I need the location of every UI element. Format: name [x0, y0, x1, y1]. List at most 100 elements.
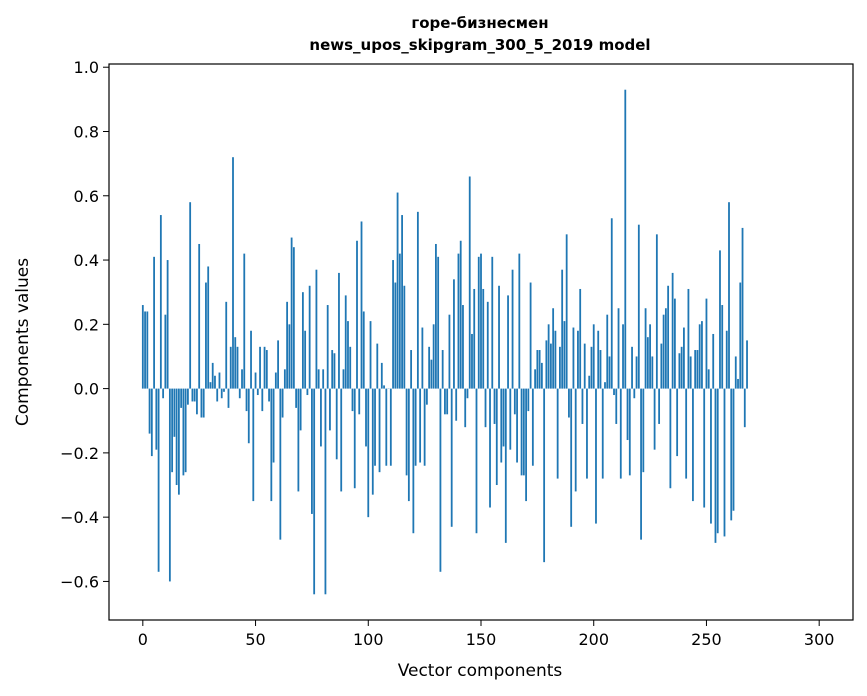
- bar: [211, 362, 214, 389]
- bar: [308, 285, 311, 389]
- bar: [588, 375, 591, 389]
- bar: [175, 388, 178, 486]
- bar: [498, 285, 500, 389]
- bar: [608, 356, 611, 389]
- bar: [477, 256, 480, 389]
- bar: [297, 388, 300, 492]
- bar: [728, 202, 730, 389]
- bar: [256, 388, 259, 396]
- bar: [721, 305, 724, 389]
- y-tick-label: 0.2: [74, 315, 99, 334]
- bar: [229, 346, 232, 389]
- bar: [173, 388, 176, 437]
- bar: [520, 388, 523, 476]
- bar: [342, 369, 345, 389]
- bar: [554, 330, 557, 389]
- bar: [401, 215, 403, 389]
- bar: [171, 388, 174, 473]
- bar: [730, 388, 733, 521]
- bar: [475, 388, 478, 534]
- bar: [637, 224, 640, 389]
- x-tick-label: 300: [804, 630, 835, 649]
- bar: [527, 388, 530, 412]
- bar: [344, 295, 347, 389]
- bar: [202, 388, 205, 418]
- bar: [301, 292, 304, 389]
- bar: [568, 388, 570, 418]
- bar: [279, 388, 282, 540]
- bar: [236, 346, 239, 389]
- bar: [491, 256, 494, 389]
- bar: [360, 221, 363, 389]
- bar: [412, 388, 415, 534]
- bar: [518, 253, 521, 389]
- bar: [414, 388, 417, 466]
- bar: [484, 388, 487, 428]
- bar: [552, 308, 555, 389]
- bar: [207, 266, 210, 389]
- bar: [581, 388, 584, 424]
- bar: [259, 346, 261, 389]
- bar: [423, 388, 426, 466]
- bar: [439, 388, 442, 572]
- bar: [676, 388, 679, 457]
- bar: [707, 369, 710, 389]
- y-axis-label: Components values: [13, 258, 33, 426]
- bar: [335, 388, 338, 460]
- bar: [712, 333, 715, 389]
- bar: [710, 388, 712, 524]
- bar: [141, 305, 144, 389]
- bar: [223, 388, 225, 392]
- bar: [462, 305, 464, 389]
- bar: [353, 388, 356, 489]
- bar: [351, 388, 354, 412]
- bar: [466, 388, 469, 399]
- bar: [144, 311, 146, 389]
- bar: [374, 388, 376, 466]
- bar: [243, 253, 246, 389]
- bar: [671, 272, 674, 389]
- bar: [286, 301, 289, 389]
- bar: [660, 343, 663, 389]
- bar: [155, 388, 158, 450]
- bar: [432, 324, 435, 389]
- bar: [193, 388, 196, 402]
- bar: [232, 157, 234, 389]
- bar: [716, 388, 719, 534]
- bar: [254, 372, 257, 389]
- bar: [701, 321, 703, 389]
- bar: [295, 388, 298, 408]
- bar: [680, 346, 683, 389]
- bar: [238, 388, 241, 399]
- bar: [633, 388, 636, 399]
- bar: [493, 388, 496, 424]
- bar: [531, 388, 534, 466]
- bar: [673, 298, 676, 389]
- bar: [489, 388, 491, 508]
- bar: [450, 388, 453, 527]
- bar: [746, 340, 748, 389]
- bar: [509, 388, 512, 450]
- bar: [723, 388, 726, 537]
- bar: [338, 272, 340, 389]
- x-axis: 0 50 100 150 200 250 300: [138, 620, 835, 649]
- bar: [263, 346, 266, 389]
- bar: [595, 388, 597, 524]
- bar: [719, 250, 721, 389]
- bar: [425, 388, 428, 405]
- bar: [631, 346, 633, 389]
- bar: [311, 388, 313, 514]
- bar: [669, 388, 672, 489]
- bar: [642, 388, 645, 473]
- x-tick-label: 0: [138, 630, 148, 649]
- bar: [444, 388, 446, 415]
- bar: [150, 388, 153, 457]
- bar: [376, 343, 379, 389]
- bar: [290, 237, 293, 389]
- bar: [241, 369, 243, 389]
- y-tick-label: −0.6: [60, 572, 99, 591]
- bar: [471, 333, 473, 389]
- bar: [502, 388, 505, 447]
- bar: [480, 253, 482, 389]
